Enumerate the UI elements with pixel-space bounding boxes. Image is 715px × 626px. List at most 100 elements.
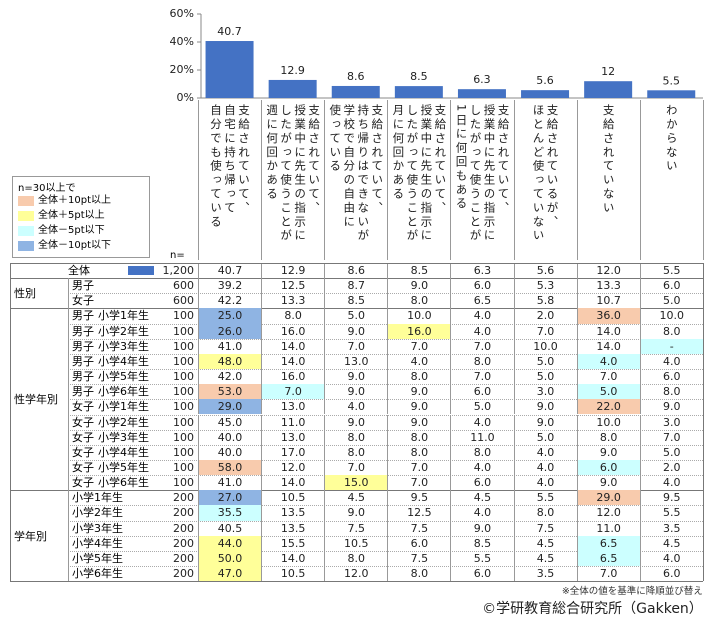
n-cell: 1,200 xyxy=(162,264,195,277)
header-right-border xyxy=(702,100,704,260)
table-cell: 14.0 xyxy=(576,338,640,354)
bar-value-label: 40.7 xyxy=(217,25,242,38)
table-cell: 2.0 xyxy=(639,459,703,476)
table-cell: 4.0 xyxy=(450,505,513,521)
bar-value-label: 12 xyxy=(601,65,615,78)
table-cell: 6.3 xyxy=(450,263,513,279)
table-cell: 5.3 xyxy=(513,278,577,294)
column-header-text: 支給されていて、 授業中に先生の指示に したがって使うことが 週に何回かある xyxy=(265,104,322,243)
bar xyxy=(394,86,443,98)
n-cell: 100 xyxy=(173,400,194,414)
table-cell: 6.0 xyxy=(450,475,513,491)
table-cell: 13.3 xyxy=(261,293,324,309)
table-cell: 7.0 xyxy=(387,475,450,491)
column-header: 支給されていて、 自宅に持ち帰って 自分でも使っている xyxy=(198,100,261,260)
table-cell: 8.5 xyxy=(450,535,513,551)
table-cell: 11.0 xyxy=(261,414,324,430)
table-right xyxy=(702,263,704,582)
table-cell: 10.5 xyxy=(261,490,324,506)
table-cell: 4.0 xyxy=(639,550,703,566)
table-cell: 9.0 xyxy=(324,369,387,385)
row-label: 男子 xyxy=(72,354,94,368)
table-cell: 14.0 xyxy=(261,550,324,566)
table-cell: 40.5 xyxy=(198,520,261,536)
row-line xyxy=(68,566,703,567)
row-line xyxy=(68,399,703,401)
legend-swatch xyxy=(18,226,34,236)
table-cell: 9.0 xyxy=(387,399,450,415)
n-cell: 100 xyxy=(173,445,194,459)
table-cell: 8.0 xyxy=(387,429,450,445)
table-cell: 4.0 xyxy=(387,353,450,370)
legend-label: 全体－10pt以下 xyxy=(38,240,111,251)
legend-swatch xyxy=(18,211,34,221)
row-label: 女子 xyxy=(72,400,94,414)
column-header-text: 支給されているが、 ほとんど使っていない xyxy=(531,104,560,243)
row-line xyxy=(68,429,703,431)
legend-box xyxy=(12,176,150,258)
table-cell: 11.0 xyxy=(576,520,640,536)
column-header: 支給されていて、 授業中に先生の指示に したがって使うことが 週に何回かある xyxy=(261,100,324,260)
table-cell: 9.0 xyxy=(324,384,387,400)
table-cell: 7.0 xyxy=(576,566,640,582)
row-label: 小学2年生 xyxy=(72,506,123,520)
table-cell: 29.0 xyxy=(576,490,640,506)
table-cell: 9.0 xyxy=(576,475,640,491)
table-cell: 4.0 xyxy=(450,414,513,430)
column-header: 支給されていて、 授業中に先生の指示に したがって使うことが 1日に何回もある xyxy=(450,100,513,260)
table-cell: 6.0 xyxy=(450,384,513,400)
table-cell: 3.5 xyxy=(513,566,577,582)
row-label: 小学1年生 xyxy=(72,491,123,505)
table-left xyxy=(10,263,11,582)
table-cell: 6.5 xyxy=(450,293,513,309)
group-label: 性別 xyxy=(14,287,36,301)
table-cell: 53.0 xyxy=(198,384,262,400)
row-line xyxy=(68,369,703,371)
table-cell: 4.5 xyxy=(450,490,513,506)
table-cell: 5.5 xyxy=(639,505,703,521)
row-label: 小学6年生 xyxy=(72,567,123,580)
row-line xyxy=(68,338,703,340)
table-cell: 8.0 xyxy=(324,550,387,566)
table-cell: 10.7 xyxy=(576,293,640,309)
table-cell: 5.5 xyxy=(450,550,513,566)
n-cell: 200 xyxy=(173,521,194,535)
table-cell: 41.0 xyxy=(198,338,261,354)
table-cell: 26.0 xyxy=(198,323,262,339)
bar-value-label: 6.3 xyxy=(473,73,491,86)
table-cell: 8.0 xyxy=(261,308,324,324)
total-mini-bar xyxy=(128,266,154,275)
table-cell: 16.0 xyxy=(261,323,324,339)
group-label: 性学年別 xyxy=(14,393,58,407)
table-cell: 9.5 xyxy=(639,490,703,506)
table-cell: 44.0 xyxy=(198,535,262,551)
label-divider xyxy=(68,278,69,582)
row-label: 小学2年生 xyxy=(98,324,149,338)
row-label: 小学6年生 xyxy=(98,476,149,490)
column-header-text: わからない xyxy=(664,104,679,174)
row-label: 男子 xyxy=(72,339,94,353)
table-cell: 4.0 xyxy=(513,444,577,460)
table-cell: 14.0 xyxy=(261,338,324,354)
table-cell: 5.8 xyxy=(513,293,577,309)
table-cell: 3.5 xyxy=(639,520,703,536)
table-cell: 12.5 xyxy=(261,278,324,294)
table-cell: 42.0 xyxy=(198,369,261,385)
table-cell: 6.0 xyxy=(639,278,703,294)
table-cell: 4.0 xyxy=(324,399,387,415)
column-header: 支給されていて、 持ち帰りはできないが 学校で自分の自由に 使っている xyxy=(324,100,387,260)
table-cell: 4.0 xyxy=(513,459,577,476)
row-label: 男子 xyxy=(72,370,94,384)
group-line xyxy=(10,490,703,492)
table-cell: 35.5 xyxy=(198,505,262,521)
table-cell: 22.0 xyxy=(576,399,640,415)
chart: 0% 20% 40% 60% 40.7 12.9 8.6 8.5 6.3 5.6 12 5.5 xyxy=(170,7,703,104)
table-cell: 8.0 xyxy=(639,384,703,400)
table-cell: 13.3 xyxy=(576,278,640,294)
table-cell: 7.0 xyxy=(324,338,387,354)
table-cell: 16.0 xyxy=(387,323,451,339)
row-label: 小学1年生 xyxy=(98,309,149,323)
table-cell: 5.6 xyxy=(513,263,577,279)
table-cell: 10.0 xyxy=(576,414,640,430)
bar xyxy=(521,90,570,98)
